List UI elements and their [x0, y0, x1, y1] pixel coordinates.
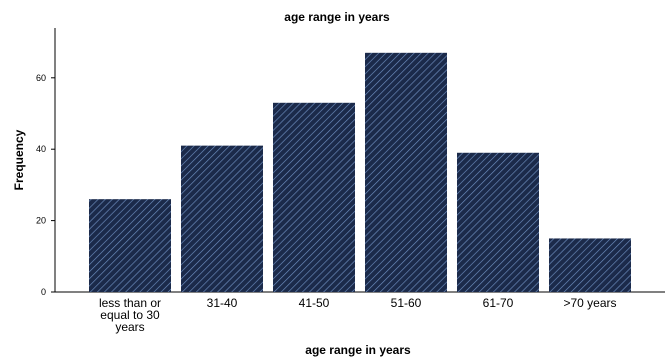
bar	[181, 145, 263, 292]
bar	[273, 102, 355, 292]
chart-title: age range in years	[284, 10, 390, 24]
bar	[89, 199, 171, 292]
y-tick-label: 60	[36, 73, 46, 83]
x-tick-label: 51-60	[391, 296, 422, 310]
bar	[549, 238, 631, 292]
y-tick-label: 40	[36, 144, 46, 154]
bar	[365, 52, 447, 293]
x-tick-label: 41-50	[299, 296, 330, 310]
y-axis-label: Frequency	[12, 129, 26, 190]
bars	[89, 52, 631, 293]
y-tick-label: 0	[41, 287, 46, 297]
x-tick-label: less than or equal to 30 years	[99, 296, 161, 334]
x-ticks: less than or equal to 30 years 31-40 41-50 51…	[99, 296, 617, 334]
x-axis-label: age range in years	[305, 343, 411, 357]
x-tick-label: >70 years	[563, 296, 616, 310]
bar	[457, 152, 539, 292]
y-ticks: 0 20 40 60	[36, 73, 55, 297]
y-tick-label: 20	[36, 216, 46, 226]
x-tick-label: 61-70	[483, 296, 514, 310]
x-tick-label: 31-40	[207, 296, 238, 310]
